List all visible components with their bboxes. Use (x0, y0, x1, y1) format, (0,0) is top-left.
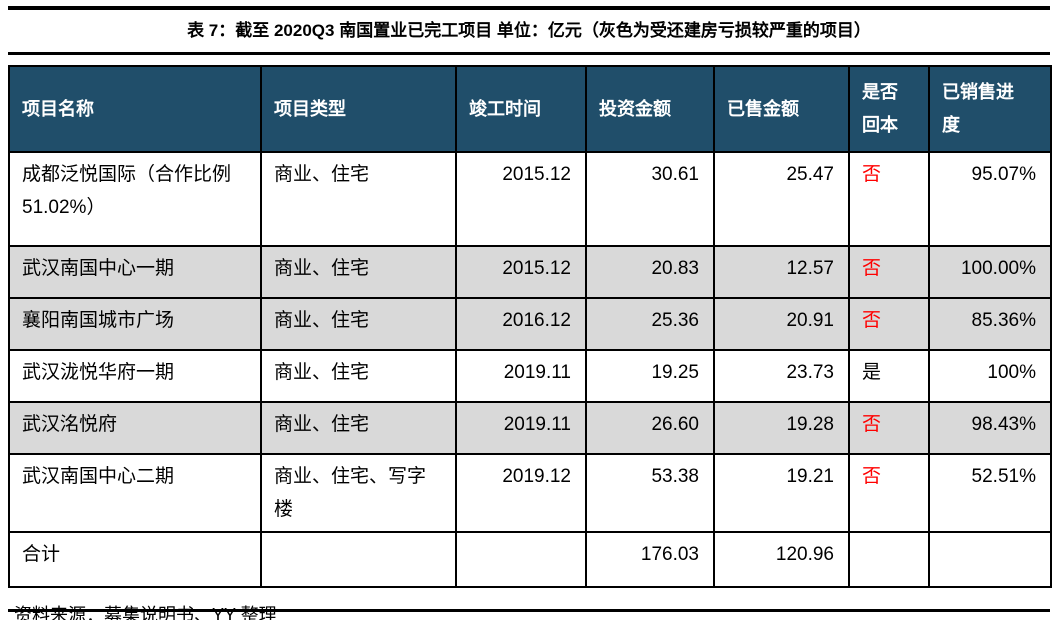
title-rule (8, 51, 1050, 55)
column-header-label: 投资金额 (599, 98, 671, 119)
cell-completion: 2019.11 (455, 400, 587, 455)
column-header-progress: 已销售进度 (928, 64, 1052, 153)
column-header-label: 项目类型 (274, 98, 346, 119)
cell-progress: 98.43% (928, 400, 1052, 455)
cell-sold: 20.91 (713, 296, 850, 351)
cell-sold: 19.28 (713, 400, 850, 455)
cell-name: 武汉洺悦府 (8, 400, 262, 455)
cell-investment: 25.36 (585, 296, 715, 351)
cell-type: 商业、住宅 (260, 244, 457, 299)
table-row: 襄阳南国城市广场 商业、住宅 2016.12 25.36 20.91 否 85.36% (8, 296, 1052, 351)
cell-payback: 否 (848, 150, 930, 247)
column-header-label: 已销售进度 (942, 82, 1014, 135)
cell-payback: 否 (848, 244, 930, 299)
cell-completion: 2015.12 (455, 244, 587, 299)
projects-table: 项目名称 项目类型 竣工时间 投资金额 已售金额 是否回本 已销售进度 成都泛悦国际（合作比… (8, 64, 1052, 589)
cell-name: 武汉泷悦华府一期 (8, 348, 262, 403)
cell-completion: 2019.11 (455, 348, 587, 403)
column-header-investment: 投资金额 (585, 64, 715, 153)
cell-completion: 2015.12 (455, 150, 587, 247)
cell-investment: 20.83 (585, 244, 715, 299)
cell-investment: 176.03 (585, 531, 715, 589)
table-row: 武汉泷悦华府一期 商业、住宅 2019.11 19.25 23.73 是 100% (8, 348, 1052, 403)
cell-completion: 2016.12 (455, 296, 587, 351)
cell-completion: 2019.12 (455, 452, 587, 534)
cell-type: 商业、住宅 (260, 150, 457, 247)
table-row: 武汉南国中心一期 商业、住宅 2015.12 20.83 12.57 否 100.00% (8, 244, 1052, 299)
column-header-sold: 已售金额 (713, 64, 850, 153)
cell-investment: 53.38 (585, 452, 715, 534)
cell-type: 商业、住宅、写字楼 (260, 452, 457, 534)
column-header-label: 已售金额 (727, 98, 799, 119)
cell-name: 武汉南国中心一期 (8, 244, 262, 299)
cell-payback: 是 (848, 348, 930, 403)
bottom-rule (8, 609, 1050, 612)
cell-progress: 95.07% (928, 150, 1052, 247)
column-header-completion: 竣工时间 (455, 64, 587, 153)
total-row: 合计 176.03 120.96 (8, 531, 1052, 589)
cell-name: 襄阳南国城市广场 (8, 296, 262, 351)
cell-investment: 19.25 (585, 348, 715, 403)
table-row: 武汉南国中心二期 商业、住宅、写字楼 2019.12 53.38 19.21 否 52.51… (8, 452, 1052, 534)
table-row: 武汉洺悦府 商业、住宅 2019.11 26.60 19.28 否 98.43% (8, 400, 1052, 455)
cell-type (260, 531, 457, 589)
cell-sold: 19.21 (713, 452, 850, 534)
column-header-label: 项目名称 (22, 98, 94, 119)
cell-sold: 23.73 (713, 348, 850, 403)
source-note: 资料来源：募集说明书、YY 整理 (14, 605, 277, 620)
cell-payback (848, 531, 930, 589)
cell-investment: 26.60 (585, 400, 715, 455)
cell-progress: 85.36% (928, 296, 1052, 351)
cell-type: 商业、住宅 (260, 296, 457, 351)
cell-name: 武汉南国中心二期 (8, 452, 262, 534)
cell-progress: 100% (928, 348, 1052, 403)
cell-investment: 30.61 (585, 150, 715, 247)
table-header: 项目名称 项目类型 竣工时间 投资金额 已售金额 是否回本 已销售进度 (8, 64, 1052, 153)
cell-payback: 否 (848, 296, 930, 351)
cell-sold: 12.57 (713, 244, 850, 299)
cell-completion (455, 531, 587, 589)
cell-progress (928, 531, 1052, 589)
cell-payback: 否 (848, 452, 930, 534)
cell-name: 成都泛悦国际（合作比例51.02%） (8, 150, 262, 247)
cell-name: 合计 (8, 531, 262, 589)
header-row: 项目名称 项目类型 竣工时间 投资金额 已售金额 是否回本 已销售进度 (8, 64, 1052, 153)
cell-progress: 52.51% (928, 452, 1052, 534)
column-header-name: 项目名称 (8, 64, 262, 153)
column-header-payback: 是否回本 (848, 64, 930, 153)
table-title: 表 7：截至 2020Q3 南国置业已完工项目 单位：亿元（灰色为受还建房亏损较… (187, 21, 871, 40)
top-rule (8, 6, 1050, 10)
table-row: 成都泛悦国际（合作比例51.02%） 商业、住宅 2015.12 30.61 25.47… (8, 150, 1052, 247)
cell-type: 商业、住宅 (260, 400, 457, 455)
column-header-label: 是否回本 (862, 82, 898, 135)
column-header-type: 项目类型 (260, 64, 457, 153)
table-body: 成都泛悦国际（合作比例51.02%） 商业、住宅 2015.12 30.61 25.47… (8, 150, 1052, 589)
cell-progress: 100.00% (928, 244, 1052, 299)
column-header-label: 竣工时间 (469, 98, 541, 119)
cell-payback: 否 (848, 400, 930, 455)
cell-sold: 25.47 (713, 150, 850, 247)
cell-type: 商业、住宅 (260, 348, 457, 403)
cell-sold: 120.96 (713, 531, 850, 589)
